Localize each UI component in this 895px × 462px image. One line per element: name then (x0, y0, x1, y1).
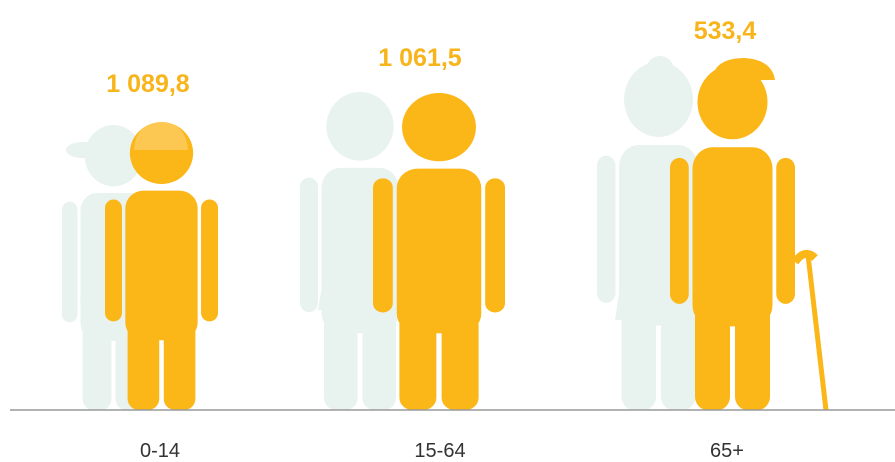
group-label: 65+ (710, 440, 744, 462)
figure-adult (300, 92, 505, 410)
group-label: 15-64 (414, 440, 465, 462)
figure-elder (597, 56, 826, 410)
value-label: 1 089,8 (106, 70, 190, 98)
value-label: 1 061,5 (378, 44, 462, 72)
value-label: 533,4 (694, 17, 757, 45)
group-label: 0-14 (140, 440, 180, 462)
figure-child (62, 122, 218, 410)
infographic: 1 089,8 1 061,5 533,4 0-14 15-64 65+ (0, 0, 895, 462)
